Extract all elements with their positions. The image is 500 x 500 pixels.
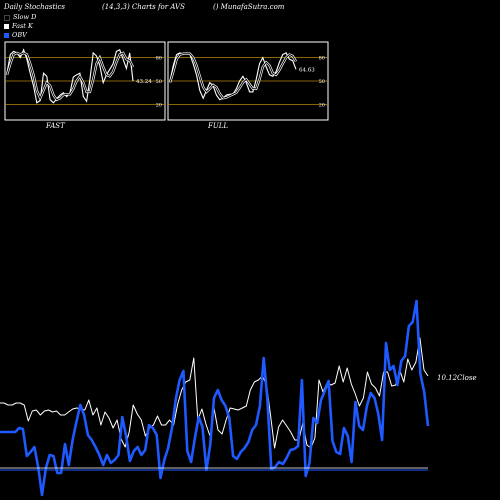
- fast-panel-label: FAST: [46, 122, 65, 130]
- close-price-line: [0, 337, 429, 449]
- chart-params: (14,3,3) Charts for AVS: [102, 3, 185, 11]
- legend-label-fast-k: Fast K: [12, 22, 33, 30]
- fast-last-value-label: 43.24: [136, 79, 152, 85]
- legend: Slow D Fast K OBV: [4, 13, 36, 40]
- fast-ytick-80: 80: [156, 56, 162, 62]
- full-last-value-label: 64.63: [299, 67, 315, 73]
- chart-source: () MunafaSutra.com: [213, 3, 285, 11]
- fast-ytick-50: 50: [156, 79, 162, 85]
- full-slow-d-line: [169, 53, 297, 99]
- legend-swatch-fast-k: [4, 24, 9, 29]
- full-slow-d-halo: [168, 52, 298, 100]
- legend-item-fast-k: Fast K: [4, 22, 36, 31]
- legend-item-obv: OBV: [4, 31, 36, 40]
- obv-line: [0, 299, 430, 497]
- legend-label-slow-d: Slow D: [13, 13, 37, 21]
- legend-label-obv: OBV: [12, 31, 27, 39]
- legend-swatch-obv: [4, 33, 9, 38]
- full-ytick-20: 20: [319, 102, 325, 108]
- close-price-label: 10.12Close: [437, 374, 477, 382]
- legend-swatch-slow-d: [4, 14, 10, 21]
- full-fast-k-line: [169, 52, 297, 101]
- chart-title: Daily Stochastics: [4, 3, 66, 11]
- full-ytick-50: 50: [319, 79, 325, 85]
- full-panel-label: FULL: [208, 122, 229, 130]
- full-ytick-80: 80: [319, 56, 325, 62]
- fast-ytick-20: 20: [156, 102, 162, 108]
- legend-item-slow-d: Slow D: [4, 13, 36, 22]
- fast-slow-d-line: [6, 52, 134, 101]
